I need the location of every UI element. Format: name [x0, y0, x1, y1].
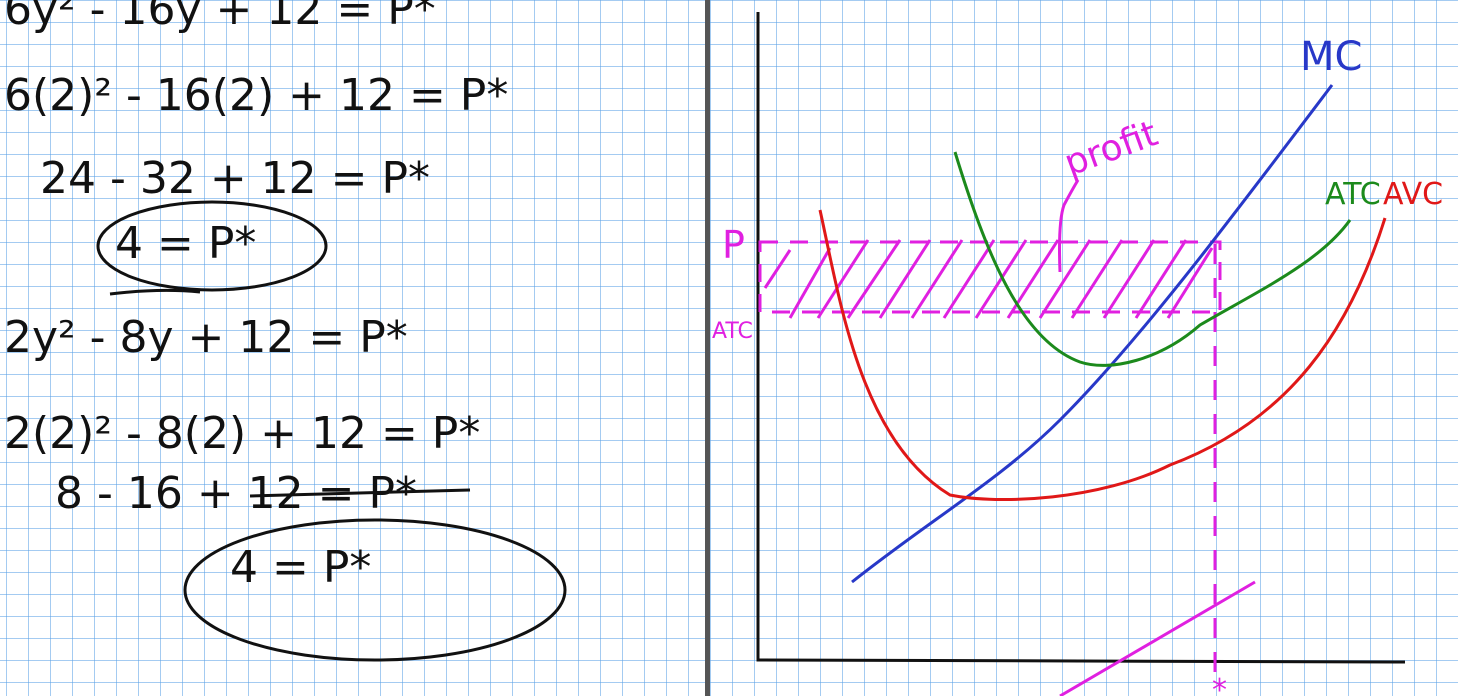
mc-curve	[851, 84, 1334, 584]
avc-curve	[818, 209, 1387, 502]
avc-label: AVC	[1383, 177, 1443, 212]
equation-block: 6y² - 16y + 12 = P* 6(2)² - 16(2) + 12 =…	[4, 0, 508, 593]
equation-line-8: 4 = P*	[230, 542, 371, 593]
profit-brace	[1058, 179, 1080, 273]
graph-axes	[756, 12, 1406, 664]
atc-axis-label: ATC	[712, 319, 753, 344]
equation-line-6: 2(2)² - 8(2) + 12 = P*	[4, 408, 480, 459]
strike-stroke	[249, 488, 471, 498]
profit-hatching	[763, 239, 1214, 319]
underline-stroke	[109, 288, 201, 296]
equation-line-5: 2y² - 8y + 12 = P*	[4, 312, 408, 363]
answer-circle-2	[183, 518, 567, 662]
equation-line-2: 6(2)² - 16(2) + 12 = P*	[4, 70, 508, 121]
mc-label: MC	[1300, 34, 1362, 80]
profit-label: profit	[1059, 113, 1163, 184]
atc-label: ATC	[1325, 177, 1381, 212]
profit-box	[758, 240, 1222, 314]
equation-line-1: 6y² - 16y + 12 = P*	[4, 0, 436, 35]
atc-curve	[953, 151, 1352, 367]
quantity-star-label: *	[1212, 673, 1227, 696]
magenta-line	[1059, 580, 1256, 696]
price-label: P	[722, 223, 745, 267]
page-divider	[705, 0, 710, 696]
equation-line-3: 24 - 32 + 12 = P*	[40, 153, 430, 204]
equation-line-4: 4 = P*	[115, 218, 256, 269]
answer-circle-1	[96, 200, 328, 292]
